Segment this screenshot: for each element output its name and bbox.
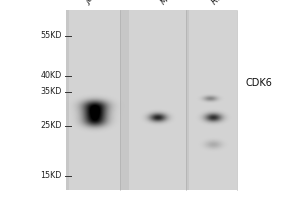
Text: 35KD: 35KD — [40, 88, 62, 97]
Text: CDK6: CDK6 — [246, 78, 273, 88]
Text: Jurkat: Jurkat — [84, 0, 107, 6]
Text: 15KD: 15KD — [40, 171, 62, 180]
Text: 25KD: 25KD — [40, 121, 62, 130]
Text: Rat brain: Rat brain — [210, 0, 243, 6]
Text: 55KD: 55KD — [40, 31, 62, 40]
Text: 40KD: 40KD — [40, 72, 62, 80]
Text: Mouse liver: Mouse liver — [159, 0, 199, 6]
